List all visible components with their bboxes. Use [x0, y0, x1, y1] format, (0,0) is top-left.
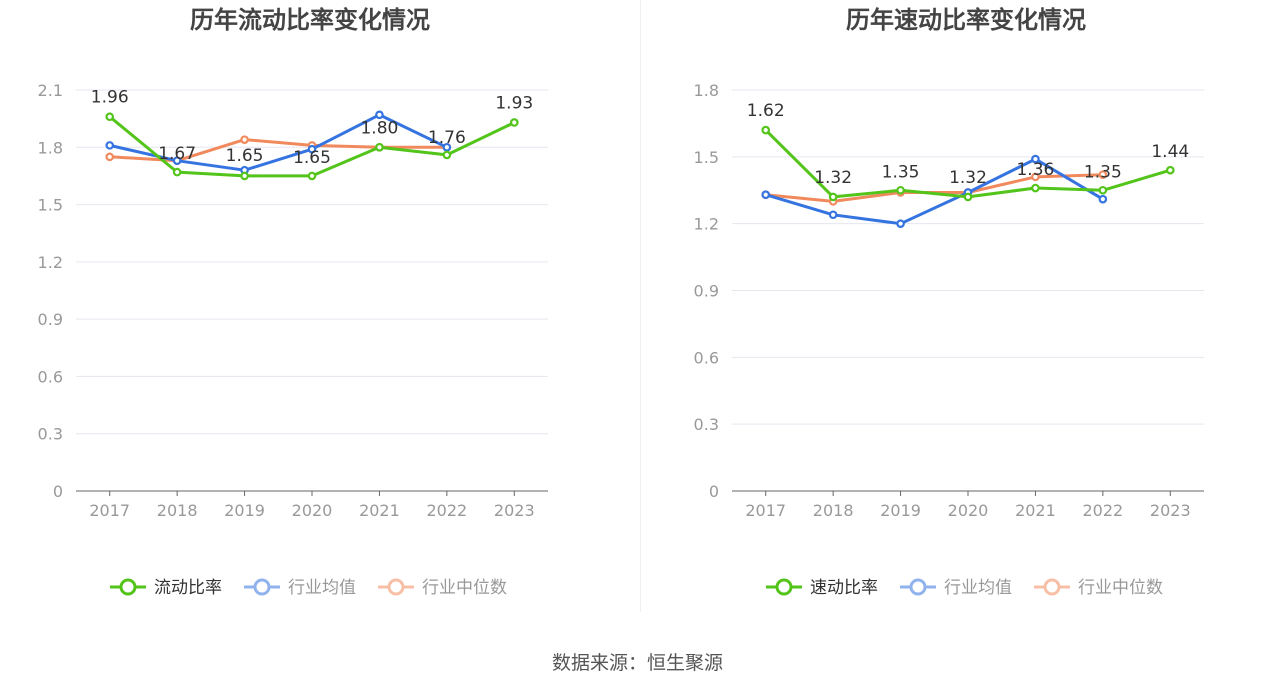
data-label: 1.80 [360, 118, 398, 138]
data-label: 1.93 [495, 93, 533, 113]
y-tick-label: 0.6 [38, 367, 63, 386]
x-tick-label: 2018 [813, 501, 854, 520]
legend-label: 行业中位数 [422, 578, 507, 598]
y-tick-label: 1.2 [694, 215, 719, 234]
x-tick-label: 2018 [157, 501, 198, 520]
chart-2: 历年速动比率变化情况 0 0.3 0.6 0.9 1.2 1.5 1.8 2017 2018 201… [694, 6, 1204, 598]
y-tick-label: 1.5 [694, 148, 719, 167]
x-tick-label: 2022 [1082, 501, 1123, 520]
data-point-行业均值 [307, 144, 317, 154]
series-line-行业均值 [109, 113, 448, 172]
legend-item-行业中位数: 行业中位数 [1034, 578, 1163, 598]
data-label: 1.36 [1016, 160, 1054, 180]
chart-divider [640, 0, 641, 612]
chart-1: 历年流动比率变化情况 0 0.3 0.6 0.9 1.2 1.5 1.8 2.1 2017 2018… [38, 6, 548, 598]
y-tick-label: 2.1 [38, 81, 63, 100]
data-point-行业中位数 [1098, 170, 1108, 179]
data-point-速动比率 [761, 125, 771, 135]
legend-label: 流动比率 [154, 578, 222, 598]
series-line-行业均值 [765, 157, 1104, 226]
data-point-速动比率 [1031, 183, 1040, 193]
x-tick-label: 2020 [948, 501, 989, 520]
data-point-速动比率 [963, 192, 973, 202]
legend-marker [119, 578, 137, 596]
y-tick-label: 1.8 [694, 81, 719, 100]
x-tick-label: 2023 [1150, 501, 1191, 520]
x-tick-label: 2019 [224, 501, 265, 520]
legend-item-行业均值: 行业均值 [900, 578, 1012, 598]
legend-item-流动比率: 流动比率 [110, 578, 222, 598]
y-tick-label: 1.5 [38, 196, 63, 215]
legend-marker [909, 578, 927, 596]
data-point-流动比率 [172, 167, 182, 177]
x-tick-label: 2021 [1015, 501, 1056, 520]
x-tick-label: 2019 [880, 501, 921, 520]
data-label: 1.67 [158, 144, 196, 164]
x-tick-label: 2022 [426, 501, 467, 520]
data-label: 1.76 [428, 128, 466, 148]
data-point-行业均值 [896, 219, 905, 228]
data-label: 1.44 [1151, 142, 1189, 162]
legend-label: 行业均值 [944, 578, 1012, 598]
y-tick-label: 0.3 [694, 415, 719, 434]
legend-marker [1043, 578, 1061, 596]
legend-label: 行业均值 [288, 578, 356, 598]
data-point-流动比率 [509, 118, 519, 127]
data-point-流动比率 [240, 171, 249, 181]
data-point-行业中位数 [105, 152, 115, 162]
data-label: 1.32 [949, 168, 987, 188]
data-point-行业均值 [1098, 194, 1108, 204]
y-tick-label: 0.9 [38, 310, 63, 329]
data-point-行业均值 [375, 110, 384, 120]
data-point-速动比率 [1098, 185, 1108, 195]
data-label: 1.65 [226, 146, 264, 166]
data-source-label: 数据来源：恒生聚源 [551, 652, 723, 674]
data-point-行业均值 [828, 210, 838, 220]
data-point-行业均值 [761, 190, 771, 200]
data-point-流动比率 [105, 112, 115, 122]
data-point-速动比率 [1165, 165, 1175, 175]
legend-marker [253, 578, 271, 596]
x-tick-label: 2020 [292, 501, 333, 520]
y-tick-label: 0.6 [694, 348, 719, 367]
x-tick-label: 2021 [359, 501, 400, 520]
data-label: 1.32 [814, 168, 852, 188]
x-tick-label: 2017 [745, 501, 786, 520]
legend-item-速动比率: 速动比率 [766, 578, 878, 598]
legend-label: 速动比率 [810, 578, 878, 598]
y-tick-label: 0 [53, 482, 63, 501]
legend-item-行业中位数: 行业中位数 [378, 578, 507, 598]
chart-title: 历年速动比率变化情况 [846, 6, 1086, 34]
legend-marker [387, 578, 405, 596]
y-tick-label: 1.8 [38, 138, 63, 157]
data-point-速动比率 [896, 185, 905, 195]
data-point-流动比率 [307, 171, 317, 181]
data-point-行业均值 [442, 142, 452, 152]
legend-marker [775, 578, 793, 596]
y-tick-label: 0.3 [38, 425, 63, 444]
data-point-流动比率 [442, 150, 452, 160]
data-point-流动比率 [375, 142, 384, 152]
data-label: 1.62 [747, 101, 785, 121]
data-label: 1.35 [1084, 162, 1122, 182]
data-point-行业中位数 [240, 135, 249, 144]
data-point-行业均值 [105, 141, 115, 150]
legend-label: 行业中位数 [1078, 578, 1163, 598]
chart-title: 历年流动比率变化情况 [190, 6, 430, 34]
legend-item-行业均值: 行业均值 [244, 578, 356, 598]
data-point-行业中位数 [1031, 172, 1040, 182]
data-point-行业均值 [1031, 154, 1040, 164]
x-tick-label: 2017 [89, 501, 130, 520]
y-tick-label: 1.2 [38, 253, 63, 272]
x-tick-label: 2023 [494, 501, 535, 520]
y-tick-label: 0 [709, 482, 719, 501]
data-label: 1.35 [882, 162, 920, 182]
data-label: 1.96 [91, 88, 129, 108]
data-point-速动比率 [828, 192, 838, 202]
y-tick-label: 0.9 [694, 282, 719, 301]
data-point-行业均值 [172, 156, 182, 165]
data-label: 1.65 [293, 148, 331, 168]
